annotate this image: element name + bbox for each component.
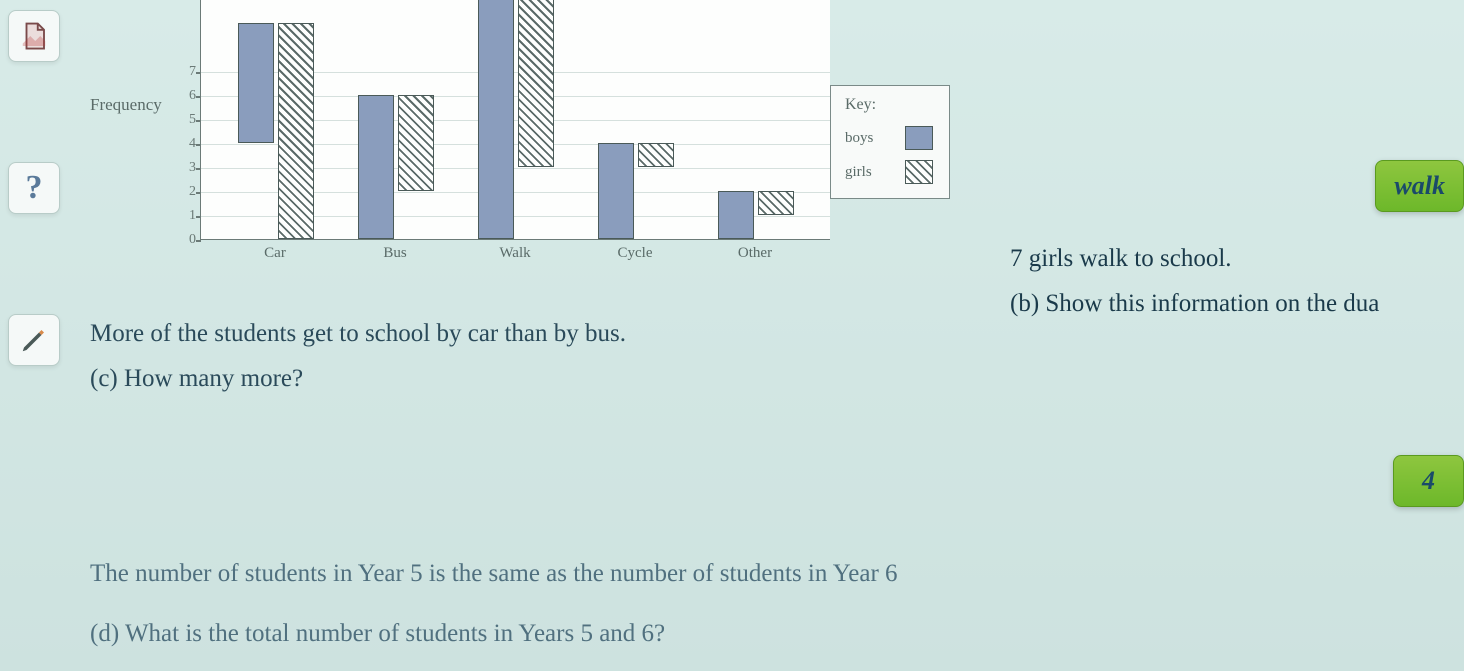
answer-4-button[interactable]: 4 (1393, 455, 1464, 507)
y-tick: 4 (189, 136, 196, 152)
bar-group (231, 23, 321, 239)
help-button[interactable]: ? (8, 162, 60, 214)
answer-walk-button[interactable]: walk (1375, 160, 1464, 212)
bar-girls (278, 23, 314, 239)
bar-group (591, 143, 681, 239)
y-tick: 6 (189, 88, 196, 104)
bar-group (711, 191, 801, 239)
y-tick: 5 (189, 112, 196, 128)
chart: Frequency 0 1 2 3 4 5 6 7 Car Bus Walk Cycle Other (90, 0, 840, 300)
bar-boys (358, 95, 394, 239)
legend-swatch-girls (905, 160, 933, 184)
x-label: Bus (350, 245, 440, 262)
question-d: (d) What is the total number of students… (90, 620, 1390, 648)
pdf-icon (19, 21, 49, 51)
y-tick: 2 (189, 184, 196, 200)
help-icon: ? (26, 169, 43, 207)
bar-girls (518, 0, 554, 167)
y-tick: 1 (189, 208, 196, 224)
legend-label: boys (845, 130, 873, 147)
y-tick-mark (196, 96, 201, 98)
bar-girls (758, 191, 794, 215)
question-c-intro: More of the students get to school by ca… (90, 320, 1390, 348)
pdf-button[interactable] (8, 10, 60, 62)
y-tick: 7 (189, 64, 196, 80)
y-tick: 0 (189, 232, 196, 248)
bar-boys (598, 143, 634, 239)
bar-girls (398, 95, 434, 191)
bar-boys (718, 191, 754, 239)
pencil-button[interactable] (8, 314, 60, 366)
bar-group (351, 95, 441, 239)
plot (200, 0, 830, 240)
y-tick-mark (196, 144, 201, 146)
y-tick-mark (196, 72, 201, 74)
y-axis-label: Frequency (90, 95, 162, 115)
y-tick-mark (196, 192, 201, 194)
legend-swatch-boys (905, 126, 933, 150)
y-tick: 3 (189, 160, 196, 176)
x-label: Walk (470, 245, 560, 262)
bar-boys (478, 0, 514, 239)
x-label: Car (230, 245, 320, 262)
x-axis: Car Bus Walk Cycle Other (200, 245, 830, 269)
chart-plot-area: 01234567 CarBusWalkCycleOther (200, 0, 830, 270)
question-d-intro: The number of students in Year 5 is the … (90, 560, 1390, 588)
x-label: Cycle (590, 245, 680, 262)
legend: Key: boys girls (830, 85, 950, 199)
legend-item-boys: boys (845, 126, 933, 150)
bar-boys (238, 23, 274, 143)
question-c: (c) How many more? (90, 365, 1390, 393)
hint-text: 7 girls walk to school. (1010, 245, 1232, 273)
y-tick-mark (196, 216, 201, 218)
left-toolbar: ? (8, 10, 68, 366)
y-tick-mark (196, 240, 201, 242)
bar-group (471, 0, 561, 239)
legend-title: Key: (845, 96, 933, 114)
pencil-icon (19, 325, 49, 355)
y-tick-mark (196, 168, 201, 170)
legend-label: girls (845, 164, 872, 181)
legend-item-girls: girls (845, 160, 933, 184)
x-label: Other (710, 245, 800, 262)
bar-girls (638, 143, 674, 167)
y-tick-mark (196, 120, 201, 122)
question-b: (b) Show this information on the dua (1010, 290, 1464, 318)
